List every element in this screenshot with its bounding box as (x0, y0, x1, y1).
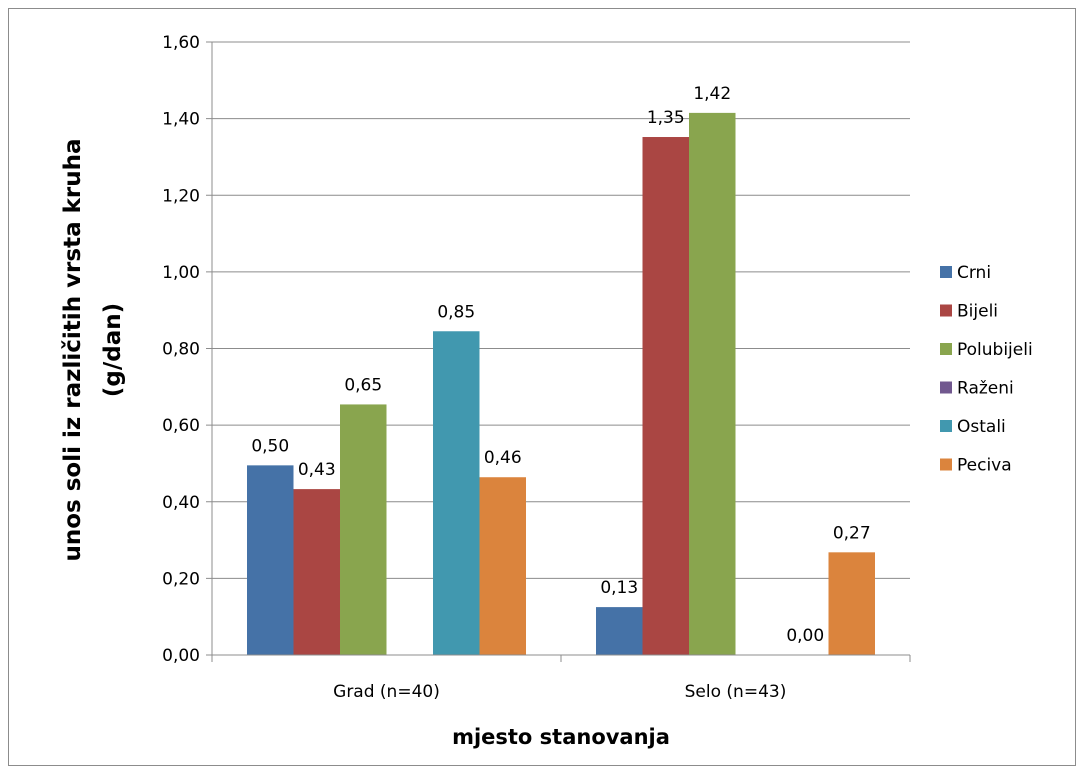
legend-label: Ostali (957, 417, 1006, 437)
y-tick-label: 1,20 (162, 186, 200, 206)
bar-bijeli (293, 489, 340, 655)
y-tick-label: 1,00 (162, 263, 200, 283)
y-axis-title-line: (g/dan) (100, 303, 126, 397)
x-tick-label: Grad (n=40) (333, 682, 440, 702)
data-label: 0,27 (833, 523, 871, 543)
x-tick-label: Selo (n=43) (685, 682, 787, 702)
bar-polubijeli (689, 112, 736, 656)
data-label: 0,13 (600, 578, 638, 598)
y-tick-label: 0,00 (162, 646, 200, 666)
y-tick-label: 1,60 (162, 33, 200, 53)
chart-frame (8, 8, 1076, 766)
y-tick-label: 0,40 (162, 493, 200, 513)
bar-bijeli (642, 137, 689, 655)
legend-label: Crni (957, 263, 991, 283)
data-label: 0,00 (786, 626, 824, 646)
bar-ostali (433, 331, 480, 655)
y-axis-title-line: unos soli iz različitih vrsta kruha (60, 138, 86, 561)
bar-polubijeli (340, 404, 387, 655)
data-labels: 0,50 0,43 0,65 0,85 0,46 0,13 1,35 1,42 0,00 0,27 (251, 84, 870, 646)
legend: Crni Bijeli Polubijeli Raženi Ostali Peciva (940, 263, 1033, 476)
y-tick-label: 1,40 (162, 110, 200, 130)
data-label: 0,50 (251, 436, 289, 456)
x-axis-title: mjesto stanovanja (452, 725, 670, 749)
bar-crni (247, 465, 294, 655)
data-label: 1,35 (647, 108, 685, 128)
bar-peciva (828, 552, 875, 655)
legend-label: Bijeli (957, 302, 998, 322)
legend-swatch-peciva (940, 458, 952, 471)
data-label: 0,65 (344, 375, 382, 395)
bars (247, 112, 875, 656)
legend-label: Polubijeli (957, 340, 1033, 360)
data-label: 1,42 (693, 84, 731, 104)
x-axis: Grad (n=40) Selo (n=43) (211, 42, 911, 702)
y-axis-ticks: 0,00 0,20 0,40 0,60 0,80 1,00 1,20 1,40 1,60 (162, 33, 200, 666)
legend-swatch-raženi (940, 381, 952, 394)
legend-swatch-crni (940, 266, 952, 278)
data-label: 0,43 (298, 460, 336, 480)
y-tick-label: 0,80 (162, 340, 200, 360)
data-label: 0,46 (484, 448, 522, 468)
y-tick-label: 0,60 (162, 416, 200, 436)
y-axis-title: unos soli iz različitih vrsta kruha (g/da… (60, 138, 126, 561)
legend-swatch-ostali (940, 420, 952, 432)
legend-swatch-polubijeli (940, 343, 952, 355)
data-label: 0,85 (437, 302, 475, 322)
legend-swatch-bijeli (940, 304, 952, 317)
bar-crni (596, 607, 643, 655)
legend-label: Raženi (957, 379, 1014, 399)
bar-peciva (479, 477, 526, 655)
legend-label: Peciva (957, 456, 1012, 476)
y-tick-label: 0,20 (162, 569, 200, 589)
